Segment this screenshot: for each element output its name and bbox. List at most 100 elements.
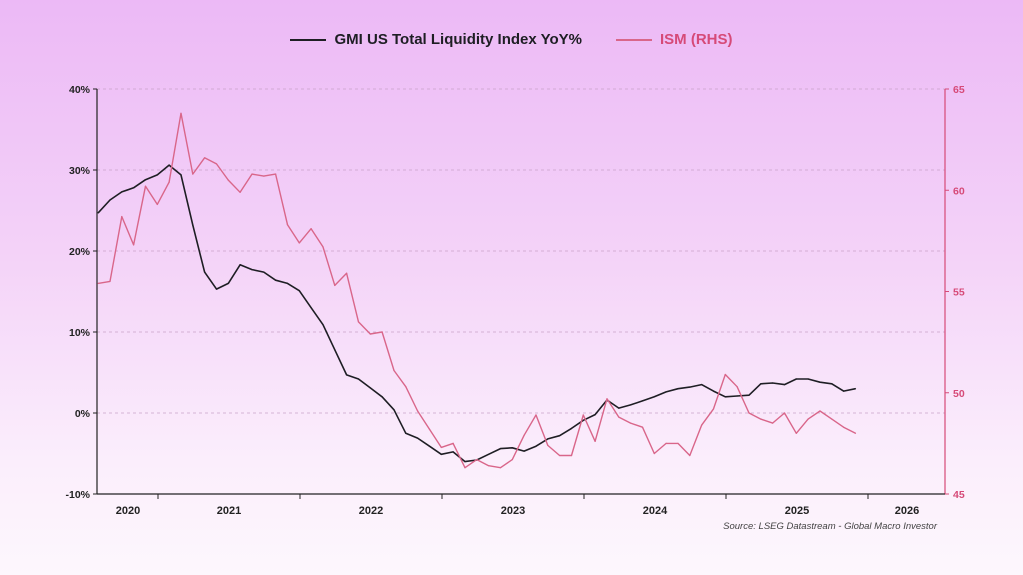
data-point-ism: [488, 465, 490, 467]
data-point-gmi: [215, 288, 218, 290]
data-point-ism: [109, 280, 111, 282]
data-point-gmi: [831, 383, 833, 385]
data-point-ism: [677, 442, 679, 444]
x-tick-label: 2024: [643, 505, 668, 517]
data-point-gmi: [665, 391, 667, 393]
data-point-gmi: [618, 407, 620, 409]
data-point-ism: [393, 369, 395, 372]
data-point-gmi: [511, 447, 513, 449]
data-point-ism: [783, 412, 786, 414]
data-point-gmi: [192, 224, 194, 226]
data-point-gmi: [393, 409, 395, 411]
data-point-gmi: [499, 448, 502, 450]
data-point-gmi: [689, 386, 691, 388]
data-point-ism: [417, 410, 419, 412]
y-right-tick-label: 55: [953, 287, 965, 299]
x-tick-label: 2025: [785, 505, 809, 517]
data-point-gmi: [275, 279, 277, 281]
data-point-ism: [144, 185, 147, 187]
data-point-ism: [204, 157, 206, 159]
data-point-gmi: [428, 445, 431, 447]
y-right-tick-label: 60: [953, 185, 965, 197]
data-point-ism: [724, 373, 726, 376]
data-point-gmi: [168, 164, 170, 166]
data-point-ism: [819, 410, 821, 412]
data-point-gmi: [286, 282, 289, 284]
data-point-gmi: [298, 290, 300, 292]
data-point-gmi: [227, 282, 229, 284]
y-right-tick-label: 50: [953, 388, 965, 400]
y-left-tick-label: 20%: [69, 246, 91, 258]
data-point-ism: [760, 418, 762, 420]
data-point-gmi: [701, 384, 703, 386]
data-point-gmi: [464, 461, 466, 463]
data-point-ism: [511, 458, 513, 461]
data-point-ism: [440, 446, 442, 449]
y-left-tick-label: 40%: [69, 84, 91, 96]
data-point-ism: [156, 203, 158, 206]
data-point-gmi: [334, 349, 336, 351]
data-point-ism: [251, 173, 253, 175]
data-point-ism: [665, 442, 667, 444]
legend-item-ism: ISM (RHS): [616, 31, 733, 48]
data-point-gmi: [417, 437, 419, 439]
data-point-ism: [535, 414, 537, 416]
data-point-gmi: [570, 427, 573, 429]
data-point-ism: [263, 175, 265, 177]
legend-swatch-ism: [616, 38, 652, 41]
data-point-gmi: [843, 390, 845, 392]
data-point-ism: [97, 282, 99, 284]
data-point-gmi: [630, 404, 632, 406]
data-point-gmi: [653, 396, 655, 398]
data-point-ism: [630, 422, 632, 424]
data-point-ism: [310, 228, 312, 230]
data-point-gmi: [156, 174, 158, 176]
x-tick-label: 2022: [359, 505, 383, 517]
data-point-ism: [346, 272, 348, 274]
x-tick-label: 2026: [895, 505, 919, 517]
data-point-gmi: [772, 382, 774, 384]
data-point-ism: [121, 215, 123, 218]
y-left-tick-label: 10%: [69, 327, 91, 339]
legend-item-gmi: GMI US Total Liquidity Index YoY%: [290, 31, 582, 48]
x-tick-label: 2023: [501, 505, 525, 517]
data-point-ism: [180, 112, 182, 114]
data-point-ism: [133, 244, 135, 246]
data-point-ism: [275, 173, 277, 175]
data-point-gmi: [641, 400, 644, 402]
data-point-ism: [795, 432, 797, 434]
data-point-ism: [736, 386, 738, 388]
data-point-ism: [606, 398, 608, 400]
data-point-ism: [215, 163, 218, 165]
data-point-gmi: [677, 388, 679, 390]
data-point-ism: [594, 440, 596, 442]
data-point-gmi: [251, 269, 253, 271]
data-point-gmi: [346, 374, 348, 376]
data-point-gmi: [180, 174, 182, 176]
series-line-gmi: [97, 164, 856, 463]
data-point-gmi: [263, 271, 265, 273]
data-point-gmi: [594, 414, 596, 416]
data-point-gmi: [535, 445, 537, 447]
data-point-gmi: [322, 324, 324, 326]
data-point-ism: [369, 333, 371, 335]
y-left-tick-label: 30%: [69, 165, 91, 177]
y-right-tick-label: 45: [953, 489, 965, 501]
legend: GMI US Total Liquidity Index YoY% ISM (R…: [0, 31, 1023, 48]
data-point-ism: [559, 454, 561, 457]
data-point-ism: [499, 467, 502, 469]
x-tick-label: 2020: [116, 505, 140, 517]
data-point-gmi: [736, 395, 738, 397]
data-point-ism: [831, 418, 833, 420]
data-point-gmi: [488, 453, 490, 455]
data-point-ism: [701, 424, 703, 426]
data-point-gmi: [559, 435, 561, 437]
data-point-ism: [570, 454, 573, 457]
data-point-gmi: [748, 394, 750, 396]
data-point-gmi: [724, 396, 726, 398]
data-point-ism: [854, 432, 857, 434]
series-line-ism: [97, 112, 856, 469]
data-point-gmi: [239, 264, 241, 266]
data-point-gmi: [121, 191, 123, 193]
